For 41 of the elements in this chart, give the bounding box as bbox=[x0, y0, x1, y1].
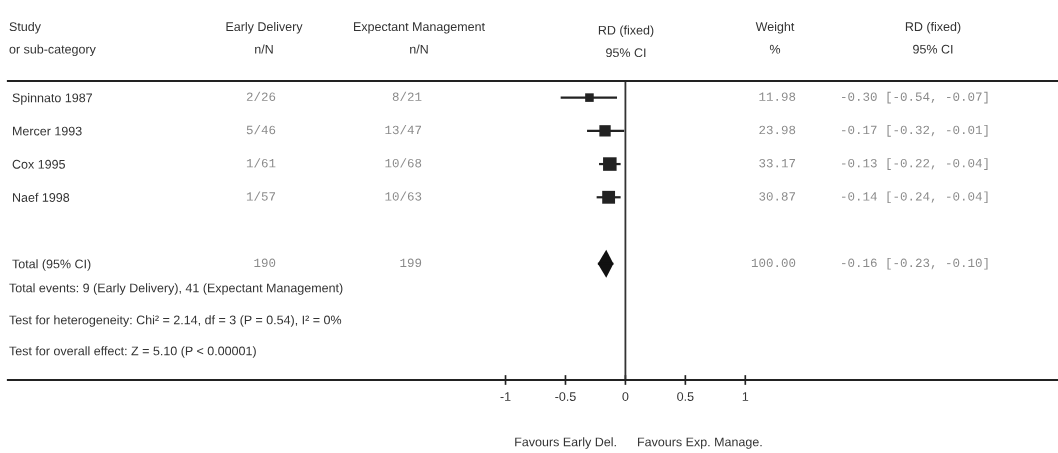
annotation: Total events: 9 (Early Delivery), 41 (Expectant Management) bbox=[9, 283, 343, 295]
annotation: -0.17 [-0.32, -0.01] bbox=[842, 125, 988, 137]
annotation: 8/21 bbox=[392, 91, 422, 101]
annotation: 5/46 bbox=[246, 125, 276, 135]
text: RD (fixed) 95% CI bbox=[905, 21, 961, 54]
annotation: 190 bbox=[254, 258, 276, 268]
text: Early Delivery n/N bbox=[226, 21, 303, 54]
x-tick-label: -1 bbox=[500, 392, 511, 401]
x-tick-label: 0.5 bbox=[677, 392, 694, 401]
annotation: 100.00 bbox=[751, 258, 796, 268]
x-tick-label: -0.5 bbox=[555, 392, 576, 401]
annotation: 33.17 bbox=[759, 158, 796, 168]
y-tick-label: Naef 1998 bbox=[13, 192, 70, 202]
y-tick-label: Total (95% CI) bbox=[12, 259, 91, 271]
annotation: 10/68 bbox=[385, 158, 422, 168]
chart-title: RD (fixed) 95% CI bbox=[598, 25, 654, 58]
annotation: 23.98 bbox=[759, 125, 796, 135]
annotation: Test for heterogeneity: Chi² = 2.14, df = 3 (P = 0.54), I² = 0% bbox=[9, 315, 342, 327]
y-tick-label: Mercer 1993 bbox=[13, 126, 82, 136]
annotation: 2/26 bbox=[246, 91, 276, 101]
text: Favours Exp. Manage. bbox=[638, 437, 762, 449]
text: Weight % bbox=[755, 21, 795, 54]
annotation: Test for overall effect: Z = 5.10 (P < 0.00001) bbox=[9, 346, 256, 358]
annotation: 1/57 bbox=[246, 191, 276, 201]
text: Favours Early Del. bbox=[515, 437, 616, 449]
annotation: 13/47 bbox=[385, 125, 422, 135]
annotation: -0.13 [-0.22, -0.04] bbox=[842, 158, 988, 170]
annotation: 30.87 bbox=[759, 192, 796, 201]
annotation: -0.16 [-0.23, -0.10] bbox=[842, 257, 988, 270]
annotation: 11.98 bbox=[759, 92, 796, 101]
annotation: -0.30 [-0.54, -0.07] bbox=[842, 91, 988, 104]
y-tick-label: Spinnato 1987 bbox=[12, 93, 92, 105]
annotation: 1/61 bbox=[246, 158, 276, 168]
annotation: 10/63 bbox=[385, 191, 422, 201]
x-tick-label: 1 bbox=[742, 392, 749, 401]
x-tick-label: 0 bbox=[622, 392, 629, 401]
annotation: -0.14 [-0.24, -0.04] bbox=[842, 191, 988, 204]
y-tick-label: Cox 1995 bbox=[12, 159, 65, 169]
annotation: 199 bbox=[400, 258, 422, 268]
text: Expectant Management n/N bbox=[354, 22, 485, 54]
text: Study or sub-category bbox=[9, 21, 96, 57]
